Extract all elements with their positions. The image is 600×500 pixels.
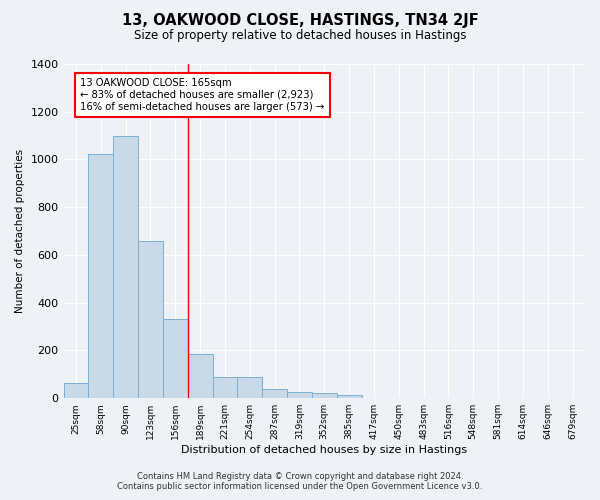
Bar bbox=[138, 240, 163, 398]
Bar bbox=[312, 394, 337, 398]
Y-axis label: Number of detached properties: Number of detached properties bbox=[15, 149, 25, 313]
Bar bbox=[337, 394, 362, 398]
Bar bbox=[64, 382, 88, 398]
Bar bbox=[212, 376, 238, 398]
Text: Contains HM Land Registry data © Crown copyright and database right 2024.
Contai: Contains HM Land Registry data © Crown c… bbox=[118, 472, 482, 491]
Text: Size of property relative to detached houses in Hastings: Size of property relative to detached ho… bbox=[134, 29, 466, 42]
X-axis label: Distribution of detached houses by size in Hastings: Distribution of detached houses by size … bbox=[181, 445, 467, 455]
Bar bbox=[287, 392, 312, 398]
Bar bbox=[88, 154, 113, 398]
Bar bbox=[262, 388, 287, 398]
Text: 13 OAKWOOD CLOSE: 165sqm
← 83% of detached houses are smaller (2,923)
16% of sem: 13 OAKWOOD CLOSE: 165sqm ← 83% of detach… bbox=[80, 78, 325, 112]
Bar bbox=[163, 320, 188, 398]
Bar bbox=[188, 354, 212, 398]
Text: 13, OAKWOOD CLOSE, HASTINGS, TN34 2JF: 13, OAKWOOD CLOSE, HASTINGS, TN34 2JF bbox=[122, 12, 478, 28]
Bar bbox=[238, 376, 262, 398]
Bar bbox=[113, 136, 138, 398]
